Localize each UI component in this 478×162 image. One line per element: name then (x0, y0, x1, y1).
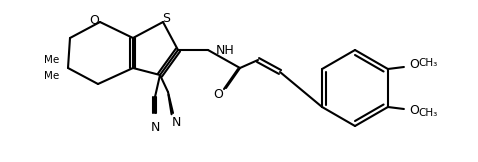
Text: Me: Me (44, 71, 60, 81)
Text: S: S (162, 12, 170, 24)
Text: CH₃: CH₃ (418, 108, 437, 118)
Text: O: O (409, 104, 419, 117)
Text: O: O (213, 87, 223, 100)
Text: N: N (150, 121, 160, 134)
Text: N: N (171, 116, 181, 129)
Text: O: O (89, 13, 99, 27)
Text: O: O (409, 58, 419, 71)
Text: CH₃: CH₃ (418, 58, 437, 68)
Text: NH: NH (216, 44, 235, 57)
Text: Me: Me (44, 55, 60, 65)
